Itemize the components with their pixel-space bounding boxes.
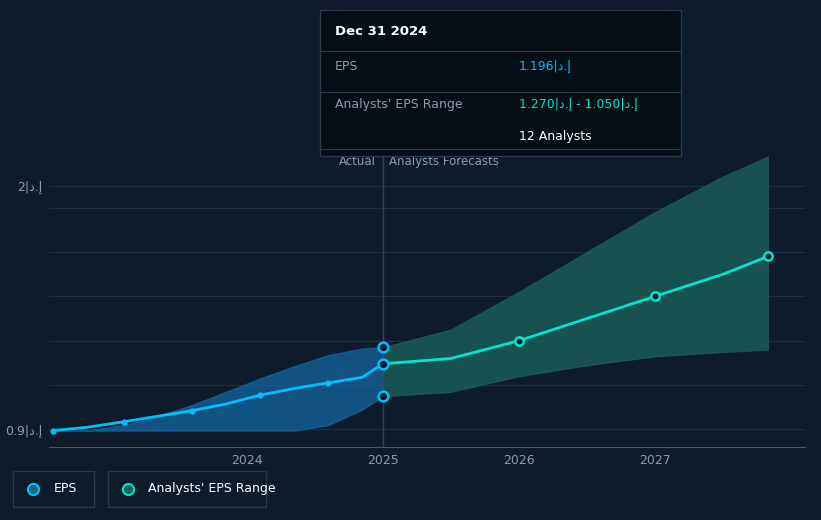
Text: 12 Analysts: 12 Analysts bbox=[519, 130, 591, 143]
FancyBboxPatch shape bbox=[320, 10, 681, 156]
Text: Actual: Actual bbox=[339, 154, 376, 167]
Text: Analysts' EPS Range: Analysts' EPS Range bbox=[335, 98, 462, 111]
Text: 1.196|د.إ: 1.196|د.إ bbox=[519, 60, 571, 73]
Text: 1.270|د.إ - 1.050|د.إ: 1.270|د.إ - 1.050|د.إ bbox=[519, 98, 637, 111]
Text: Analysts' EPS Range: Analysts' EPS Range bbox=[149, 483, 276, 495]
Text: EPS: EPS bbox=[335, 60, 358, 73]
Text: Analysts Forecasts: Analysts Forecasts bbox=[389, 154, 499, 167]
Text: EPS: EPS bbox=[53, 483, 76, 495]
Text: Dec 31 2024: Dec 31 2024 bbox=[335, 25, 427, 38]
